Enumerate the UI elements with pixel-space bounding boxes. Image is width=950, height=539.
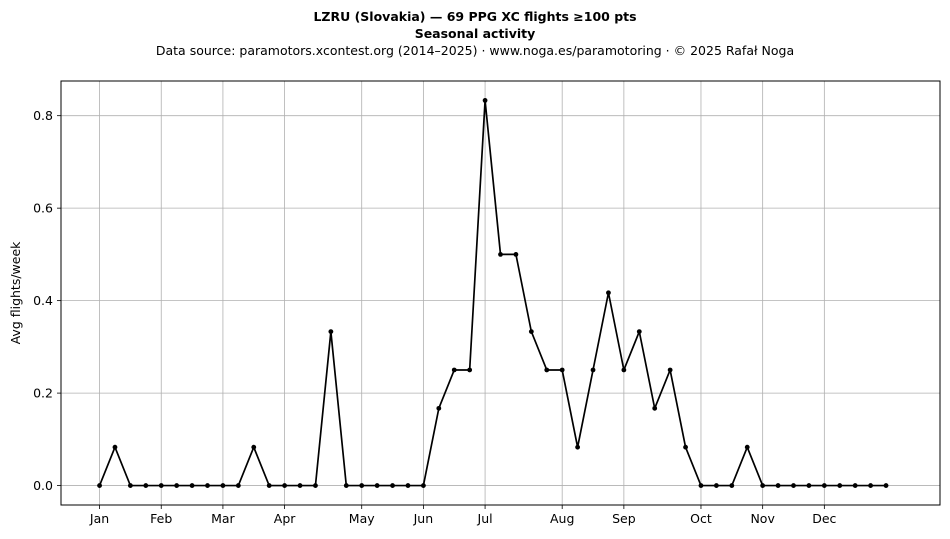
series-line xyxy=(98,99,887,487)
data-point xyxy=(559,367,565,373)
data-point xyxy=(498,251,503,257)
data-point xyxy=(359,483,365,488)
x-tick-label: Nov xyxy=(750,511,775,526)
data-point xyxy=(636,329,642,335)
x-tick-label: Apr xyxy=(274,511,296,526)
data-point xyxy=(729,483,735,488)
data-point xyxy=(528,329,534,335)
data-point xyxy=(390,483,395,488)
data-point xyxy=(467,367,473,373)
x-tick-label: Jul xyxy=(477,511,493,526)
data-point xyxy=(112,444,118,450)
data-point xyxy=(621,367,627,373)
data-point xyxy=(266,483,272,488)
x-tick-label: Jun xyxy=(413,511,434,526)
data-point xyxy=(683,444,688,450)
data-point xyxy=(837,483,843,488)
x-tick-label: Jan xyxy=(89,511,109,526)
data-point xyxy=(220,483,226,488)
data-point xyxy=(606,290,611,296)
y-tick-label: 0.2 xyxy=(33,386,53,401)
x-tick-label: Sep xyxy=(612,511,636,526)
data-point xyxy=(760,483,766,488)
data-point xyxy=(883,483,889,488)
x-tick-label: Dec xyxy=(812,511,836,526)
data-point xyxy=(590,367,596,373)
data-point xyxy=(667,367,673,373)
data-point xyxy=(205,483,210,488)
data-point xyxy=(436,405,442,411)
plot-frame xyxy=(60,80,941,506)
data-point xyxy=(343,483,349,488)
data-point xyxy=(806,483,812,488)
data-point xyxy=(405,483,411,488)
data-point xyxy=(451,367,457,373)
data-point xyxy=(544,367,550,373)
data-point xyxy=(297,483,303,488)
data-point xyxy=(282,483,288,488)
data-point xyxy=(482,98,488,103)
y-tick-label: 0.0 xyxy=(33,478,53,493)
data-point xyxy=(420,483,426,488)
x-tick-label: May xyxy=(349,511,375,526)
ticks: Jan Feb Mar Apr May Jun Jul Aug Sep Oct Nov Dec 0.0 0… xyxy=(33,108,836,526)
x-tick-label: Feb xyxy=(150,511,172,526)
data-point xyxy=(513,251,519,257)
series xyxy=(97,98,889,488)
data-point xyxy=(189,483,195,488)
data-point xyxy=(97,483,102,488)
data-point xyxy=(652,405,658,411)
y-tick-label: 0.8 xyxy=(33,108,53,123)
data-point xyxy=(158,483,164,488)
data-point xyxy=(143,483,149,488)
data-point xyxy=(251,444,257,450)
data-point xyxy=(821,483,827,488)
y-tick-label: 0.6 xyxy=(33,201,53,216)
data-point xyxy=(575,444,581,450)
x-tick-label: Oct xyxy=(690,511,712,526)
data-point xyxy=(313,483,318,488)
data-point xyxy=(775,483,781,488)
y-tick-label: 0.4 xyxy=(33,293,53,308)
data-point xyxy=(698,483,704,488)
x-tick-label: Aug xyxy=(550,511,574,526)
chart-subtitle: Seasonal activity xyxy=(414,26,536,41)
data-point xyxy=(127,483,133,488)
grid xyxy=(61,81,940,505)
data-point xyxy=(791,483,796,488)
chart-title-block: LZRU (Slovakia) — 69 PPG XC flights ≥100… xyxy=(0,8,950,60)
data-point xyxy=(852,483,858,488)
data-point xyxy=(868,483,874,488)
data-point xyxy=(328,329,334,335)
data-point xyxy=(744,444,750,450)
data-point xyxy=(235,483,241,488)
data-point xyxy=(174,483,180,488)
x-tick-label: Mar xyxy=(211,511,235,526)
y-axis-label: Avg flights/week xyxy=(8,241,23,345)
data-point xyxy=(374,483,380,488)
data-point xyxy=(713,483,719,488)
data-source-line: Data source: paramotors.xcontest.org (20… xyxy=(155,43,795,58)
chart-title: LZRU (Slovakia) — 69 PPG XC flights ≥100… xyxy=(313,9,637,24)
